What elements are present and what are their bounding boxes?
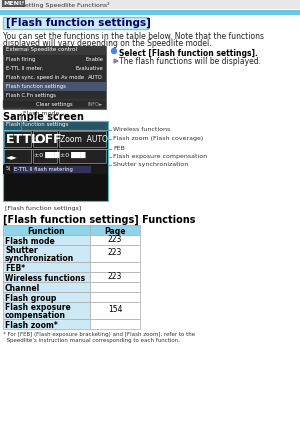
Text: ±0 ███: ±0 ███ (34, 152, 59, 158)
Text: displayed will vary depending on the Speedlite model.: displayed will vary depending on the Spe… (3, 39, 211, 48)
Text: Select [Flash function settings].: Select [Flash function settings]. (119, 49, 258, 58)
Bar (3, 262, 90, 272)
Text: Shutter synchronization: Shutter synchronization (113, 162, 188, 167)
Bar (3, 121, 108, 130)
Text: Clear settings: Clear settings (36, 102, 73, 107)
Text: Flash sync. speed in Av mode: Flash sync. speed in Av mode (6, 74, 84, 80)
Polygon shape (114, 59, 118, 63)
Bar (90, 292, 140, 302)
Text: 5): 5) (6, 166, 11, 171)
Bar (4, 131, 31, 147)
Text: Flash group: Flash group (5, 294, 56, 303)
Text: ◄►: ◄► (6, 152, 18, 161)
Text: Shutter: Shutter (5, 246, 38, 255)
Text: E-TTL II flash metering: E-TTL II flash metering (14, 167, 73, 171)
Bar (3, 165, 108, 174)
Circle shape (112, 49, 116, 53)
Text: Flash function settings: Flash function settings (6, 122, 68, 127)
Text: Setting Speedlite Functions²: Setting Speedlite Functions² (19, 2, 110, 8)
Bar (0, 0, 300, 9)
Bar (0, 10, 300, 15)
Text: Flash mode: Flash mode (23, 111, 59, 116)
Text: Flash exposure compensation: Flash exposure compensation (113, 154, 207, 159)
Text: MENU: MENU (3, 1, 24, 6)
Text: Flash zoom*: Flash zoom* (5, 321, 58, 330)
Text: ETTL: ETTL (6, 133, 40, 146)
Text: Function: Function (28, 226, 65, 236)
Bar (3, 121, 108, 130)
Text: Flash firing: Flash firing (6, 57, 35, 61)
Text: Flash function settings: Flash function settings (6, 83, 66, 88)
Text: [Flash function settings]: [Flash function settings] (5, 206, 81, 211)
Text: AUTO: AUTO (88, 74, 103, 80)
Bar (3, 82, 106, 91)
Text: 223: 223 (108, 272, 122, 280)
Bar (3, 272, 90, 282)
Bar (3, 282, 90, 292)
Text: Wireless functions: Wireless functions (113, 126, 170, 132)
Text: compensation: compensation (5, 311, 66, 320)
Bar (90, 235, 140, 245)
Text: Zoom  AUTO: Zoom AUTO (60, 135, 108, 144)
Text: Channel: Channel (5, 284, 40, 293)
Text: FEB: FEB (113, 146, 125, 151)
Bar (3, 17, 148, 29)
Text: Flash exposure: Flash exposure (5, 303, 71, 312)
Bar (3, 46, 106, 55)
Bar (3, 292, 90, 302)
Bar (3, 100, 106, 108)
Text: Wireless functions: Wireless functions (5, 274, 85, 283)
Text: [Flash function settings] Functions: [Flash function settings] Functions (3, 215, 196, 225)
Bar (59, 149, 106, 163)
Bar (33, 149, 57, 163)
Text: Flash zoom (Flash coverage): Flash zoom (Flash coverage) (113, 135, 203, 140)
Text: The flash functions will be displayed.: The flash functions will be displayed. (119, 57, 261, 66)
Text: [Flash function settings]: [Flash function settings] (6, 18, 151, 28)
Text: Page: Page (104, 226, 126, 236)
Text: Sample screen: Sample screen (3, 112, 84, 122)
Text: * For [FEB] (Flash exposure bracketing) and [Flash zoom], refer to the: * For [FEB] (Flash exposure bracketing) … (3, 332, 195, 337)
Bar (3, 225, 90, 235)
Bar (90, 245, 140, 262)
Text: OFF: OFF (34, 133, 61, 146)
Text: 223: 223 (108, 234, 122, 244)
Bar (90, 319, 140, 329)
Text: FEB*: FEB* (5, 264, 25, 273)
Text: Speedlite’s instruction manual corresponding to each function.: Speedlite’s instruction manual correspon… (3, 338, 180, 343)
Bar (3, 235, 90, 245)
Bar (3, 319, 90, 329)
Bar (59, 131, 106, 147)
Text: synchronization: synchronization (5, 254, 74, 263)
Bar (90, 225, 140, 235)
Bar (90, 272, 140, 282)
Text: Enable: Enable (85, 57, 103, 61)
Bar (3, 302, 90, 319)
Text: You can set the functions in the table below. Note that the functions: You can set the functions in the table b… (3, 32, 264, 41)
Bar (90, 262, 140, 272)
Text: INFO►: INFO► (88, 102, 103, 107)
Bar (33, 131, 57, 147)
Bar (13, 166, 91, 173)
Text: 223: 223 (108, 248, 122, 257)
Bar (90, 282, 140, 292)
Text: Flash C.Fn settings: Flash C.Fn settings (6, 93, 56, 97)
Text: E-TTL II meter.: E-TTL II meter. (6, 66, 43, 71)
Bar (3, 245, 90, 262)
Text: Flash mode: Flash mode (5, 237, 55, 246)
Bar (4, 149, 31, 163)
Text: External Speedlite control: External Speedlite control (6, 47, 77, 52)
Text: ±0 ███: ±0 ███ (60, 152, 85, 158)
Bar (3, 46, 106, 109)
Bar (3, 121, 108, 201)
Text: Evaluative: Evaluative (75, 66, 103, 71)
Bar (90, 302, 140, 319)
Text: 154: 154 (108, 305, 122, 314)
